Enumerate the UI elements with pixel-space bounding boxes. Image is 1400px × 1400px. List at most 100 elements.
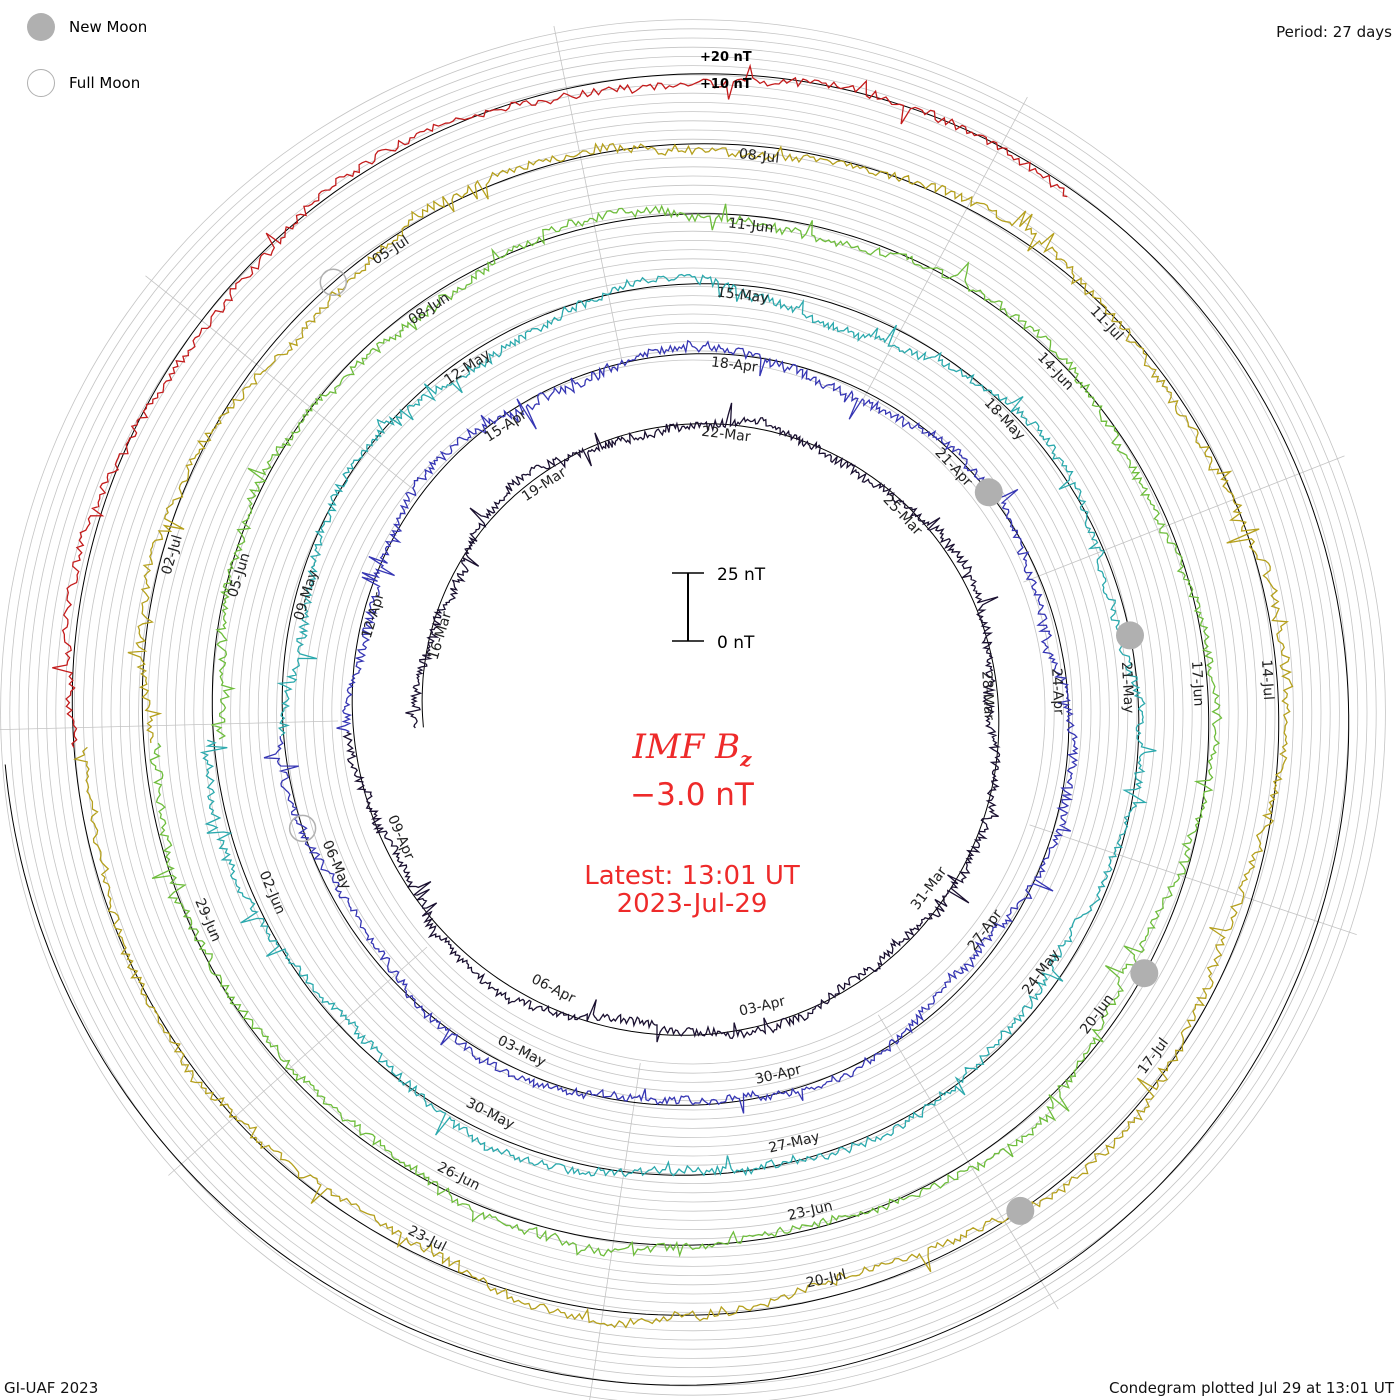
new-moon-marker	[1006, 1196, 1035, 1225]
grid-ring	[303, 322, 1083, 1102]
center-title-main: IMF B	[632, 727, 741, 767]
grid-ring	[165, 184, 1221, 1240]
grid-ring	[248, 267, 1138, 1157]
series-line-1	[263, 339, 1079, 1114]
full-moon-marker	[288, 814, 317, 843]
date-label: 12-May	[441, 347, 493, 389]
series-layer	[4, 63, 1350, 1386]
grid-ring	[193, 212, 1193, 1212]
date-label: 21-May	[1118, 661, 1137, 714]
series-line-4	[73, 142, 1294, 1329]
grid-ring	[331, 350, 1055, 1074]
full-moon-icon	[27, 69, 55, 97]
credit-label: GI-UAF 2023	[4, 1379, 99, 1397]
grid-ring	[285, 304, 1101, 1120]
date-label: 27-Apr	[965, 907, 1006, 954]
date-label: 22-Mar	[701, 424, 752, 446]
grid-ring	[230, 249, 1156, 1175]
date-label: 18-Apr	[710, 354, 759, 375]
date-label: 18-May	[981, 395, 1028, 444]
full-moon-label: Full Moon	[69, 74, 141, 92]
grid-ring	[147, 166, 1239, 1258]
grid-ring	[37, 56, 1349, 1368]
legend-new-moon: New Moon	[27, 13, 147, 41]
grid-ring	[138, 157, 1248, 1267]
date-label: 11-Jun	[727, 215, 774, 236]
grid-ring	[276, 295, 1110, 1129]
new-moon-icon	[27, 13, 55, 41]
center-title-sub: z	[739, 747, 752, 771]
moon-layer	[288, 268, 1159, 1225]
date-label: 15-May	[716, 285, 769, 307]
grid-spoke	[553, 25, 623, 365]
grid-ring	[184, 203, 1202, 1221]
center-title: IMF Bz	[632, 727, 753, 771]
grid-ring	[156, 175, 1230, 1249]
grid-ring	[266, 285, 1120, 1139]
date-label: 03-Apr	[738, 993, 787, 1019]
grid-spoke	[1023, 455, 1345, 583]
date-label: 27-May	[767, 1129, 821, 1156]
new-moon-marker	[1116, 621, 1144, 650]
reference-label-10: +10 nT	[700, 77, 752, 92]
baseline-spiral	[4, 73, 1350, 1386]
grid-ring	[202, 221, 1184, 1203]
grid-ring	[27, 46, 1359, 1378]
grid-spoke	[145, 275, 416, 492]
grid-spoke	[589, 1063, 641, 1400]
grid-layer	[0, 19, 1386, 1400]
date-label: 19-Mar	[519, 464, 569, 505]
grid-ring	[175, 194, 1211, 1230]
scale-bar-top-label: 25 nT	[717, 565, 766, 585]
reference-label-20: +20 nT	[700, 50, 752, 65]
grid-spoke	[862, 96, 1028, 401]
center-value: −3.0 nT	[630, 777, 755, 813]
grid-ring	[0, 19, 1386, 1400]
date-label: 23-Jun	[786, 1198, 834, 1224]
grid-ring	[340, 359, 1046, 1065]
grid-ring	[220, 239, 1166, 1185]
grid-ring	[294, 313, 1092, 1111]
grid-ring	[322, 341, 1064, 1083]
new-moon-label: New Moon	[69, 18, 148, 36]
grid-spoke	[168, 946, 428, 1176]
grid-ring	[101, 120, 1285, 1304]
period-label: Period: 27 days	[1276, 23, 1392, 41]
grid-ring	[55, 74, 1331, 1350]
series-line-0	[342, 402, 1001, 1043]
series-line-3	[149, 203, 1223, 1258]
scale-bar: 25 nT 0 nT	[672, 565, 766, 653]
grid-ring	[312, 331, 1074, 1093]
date-label: 06-Apr	[529, 971, 578, 1006]
grid-ring	[110, 129, 1276, 1295]
new-moon-marker	[1130, 959, 1159, 988]
series-line-2	[199, 273, 1157, 1178]
plotted-label: Condegram plotted Jul 29 at 13:01 UT	[1108, 1379, 1394, 1397]
center-latest: Latest: 13:01 UT	[584, 861, 800, 891]
grid-ring	[83, 102, 1303, 1322]
legend-full-moon: Full Moon	[27, 69, 140, 97]
grid-ring	[46, 65, 1340, 1359]
date-label: 17-Jun	[1188, 661, 1207, 707]
series-line-5	[52, 63, 1068, 748]
date-label: 28-Mar	[978, 670, 997, 720]
grid-ring	[73, 92, 1313, 1332]
center-date: 2023-Jul-29	[617, 889, 768, 919]
grid-ring	[18, 37, 1368, 1387]
grid-ring	[119, 138, 1267, 1286]
grid-spoke	[1029, 824, 1357, 935]
date-label: 30-Apr	[754, 1062, 803, 1088]
grid-ring	[129, 148, 1257, 1276]
date-label: 24-Apr	[1048, 668, 1067, 716]
grid-ring	[9, 28, 1377, 1396]
new-moon-marker	[974, 478, 1003, 507]
date-label: 31-Mar	[908, 864, 950, 913]
date-label: 14-Jul	[1258, 659, 1276, 700]
grid-ring	[239, 258, 1147, 1166]
date-label: 08-Jun	[406, 290, 453, 328]
full-moon-marker	[319, 268, 348, 297]
scale-bar-bottom-label: 0 nT	[717, 633, 755, 653]
grid-ring	[211, 230, 1175, 1194]
date-label: 08-Jul	[738, 146, 780, 167]
